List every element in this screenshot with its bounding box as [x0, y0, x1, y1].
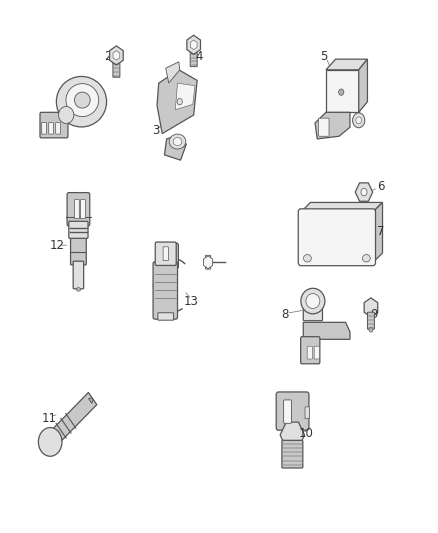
FancyBboxPatch shape [67, 192, 90, 226]
Text: 7: 7 [377, 225, 384, 238]
Text: 8: 8 [281, 308, 288, 321]
Polygon shape [326, 70, 359, 112]
FancyBboxPatch shape [155, 242, 176, 265]
FancyBboxPatch shape [69, 221, 88, 238]
Polygon shape [303, 322, 350, 340]
Text: 6: 6 [377, 180, 384, 193]
Ellipse shape [66, 84, 99, 117]
FancyBboxPatch shape [314, 346, 319, 359]
Ellipse shape [169, 134, 186, 149]
FancyBboxPatch shape [367, 312, 374, 329]
Text: 12: 12 [50, 239, 65, 252]
FancyBboxPatch shape [71, 233, 86, 265]
Ellipse shape [339, 89, 344, 95]
Ellipse shape [304, 255, 311, 262]
Ellipse shape [74, 92, 90, 108]
Polygon shape [157, 70, 197, 134]
Ellipse shape [59, 107, 74, 124]
Polygon shape [175, 83, 195, 110]
Ellipse shape [306, 294, 320, 309]
FancyBboxPatch shape [300, 337, 320, 364]
Polygon shape [113, 51, 120, 60]
FancyBboxPatch shape [282, 440, 303, 468]
Text: 5: 5 [320, 50, 328, 63]
Ellipse shape [361, 188, 367, 196]
FancyBboxPatch shape [162, 243, 178, 269]
Polygon shape [373, 203, 382, 263]
Polygon shape [187, 35, 201, 54]
FancyBboxPatch shape [276, 392, 309, 430]
Ellipse shape [362, 255, 370, 262]
FancyBboxPatch shape [163, 247, 168, 261]
FancyBboxPatch shape [40, 112, 68, 138]
Polygon shape [40, 392, 97, 454]
Text: 13: 13 [183, 295, 198, 308]
Text: 4: 4 [196, 50, 203, 63]
Polygon shape [166, 62, 180, 83]
Ellipse shape [57, 76, 106, 127]
Ellipse shape [39, 427, 62, 456]
Text: 3: 3 [152, 124, 159, 138]
Polygon shape [190, 40, 197, 50]
FancyBboxPatch shape [284, 400, 291, 423]
Polygon shape [326, 59, 367, 70]
FancyBboxPatch shape [303, 298, 322, 321]
Text: 2: 2 [104, 50, 111, 63]
FancyBboxPatch shape [74, 199, 79, 219]
Polygon shape [355, 183, 373, 201]
Text: 1: 1 [39, 114, 46, 127]
Polygon shape [110, 46, 123, 65]
Polygon shape [164, 135, 186, 160]
Ellipse shape [76, 287, 81, 291]
FancyBboxPatch shape [205, 255, 211, 269]
Ellipse shape [173, 138, 182, 146]
FancyBboxPatch shape [42, 123, 46, 134]
Polygon shape [204, 256, 212, 269]
FancyBboxPatch shape [298, 209, 375, 266]
Polygon shape [315, 112, 350, 139]
Text: 11: 11 [41, 411, 56, 424]
Polygon shape [359, 59, 367, 112]
Polygon shape [364, 298, 378, 317]
FancyBboxPatch shape [158, 313, 173, 320]
FancyBboxPatch shape [73, 261, 84, 289]
Ellipse shape [301, 288, 325, 314]
FancyBboxPatch shape [318, 118, 329, 136]
FancyBboxPatch shape [81, 199, 85, 219]
Text: 10: 10 [299, 427, 314, 440]
FancyBboxPatch shape [49, 123, 53, 134]
Ellipse shape [177, 99, 182, 105]
FancyBboxPatch shape [307, 346, 312, 359]
FancyBboxPatch shape [153, 262, 177, 319]
FancyBboxPatch shape [190, 52, 197, 67]
FancyBboxPatch shape [113, 62, 120, 77]
Ellipse shape [353, 113, 365, 128]
FancyBboxPatch shape [305, 407, 309, 418]
Text: 9: 9 [370, 308, 378, 321]
Polygon shape [301, 203, 382, 212]
Ellipse shape [356, 117, 361, 124]
Ellipse shape [369, 327, 373, 332]
Polygon shape [280, 422, 304, 448]
Polygon shape [88, 398, 93, 403]
FancyBboxPatch shape [56, 123, 60, 134]
